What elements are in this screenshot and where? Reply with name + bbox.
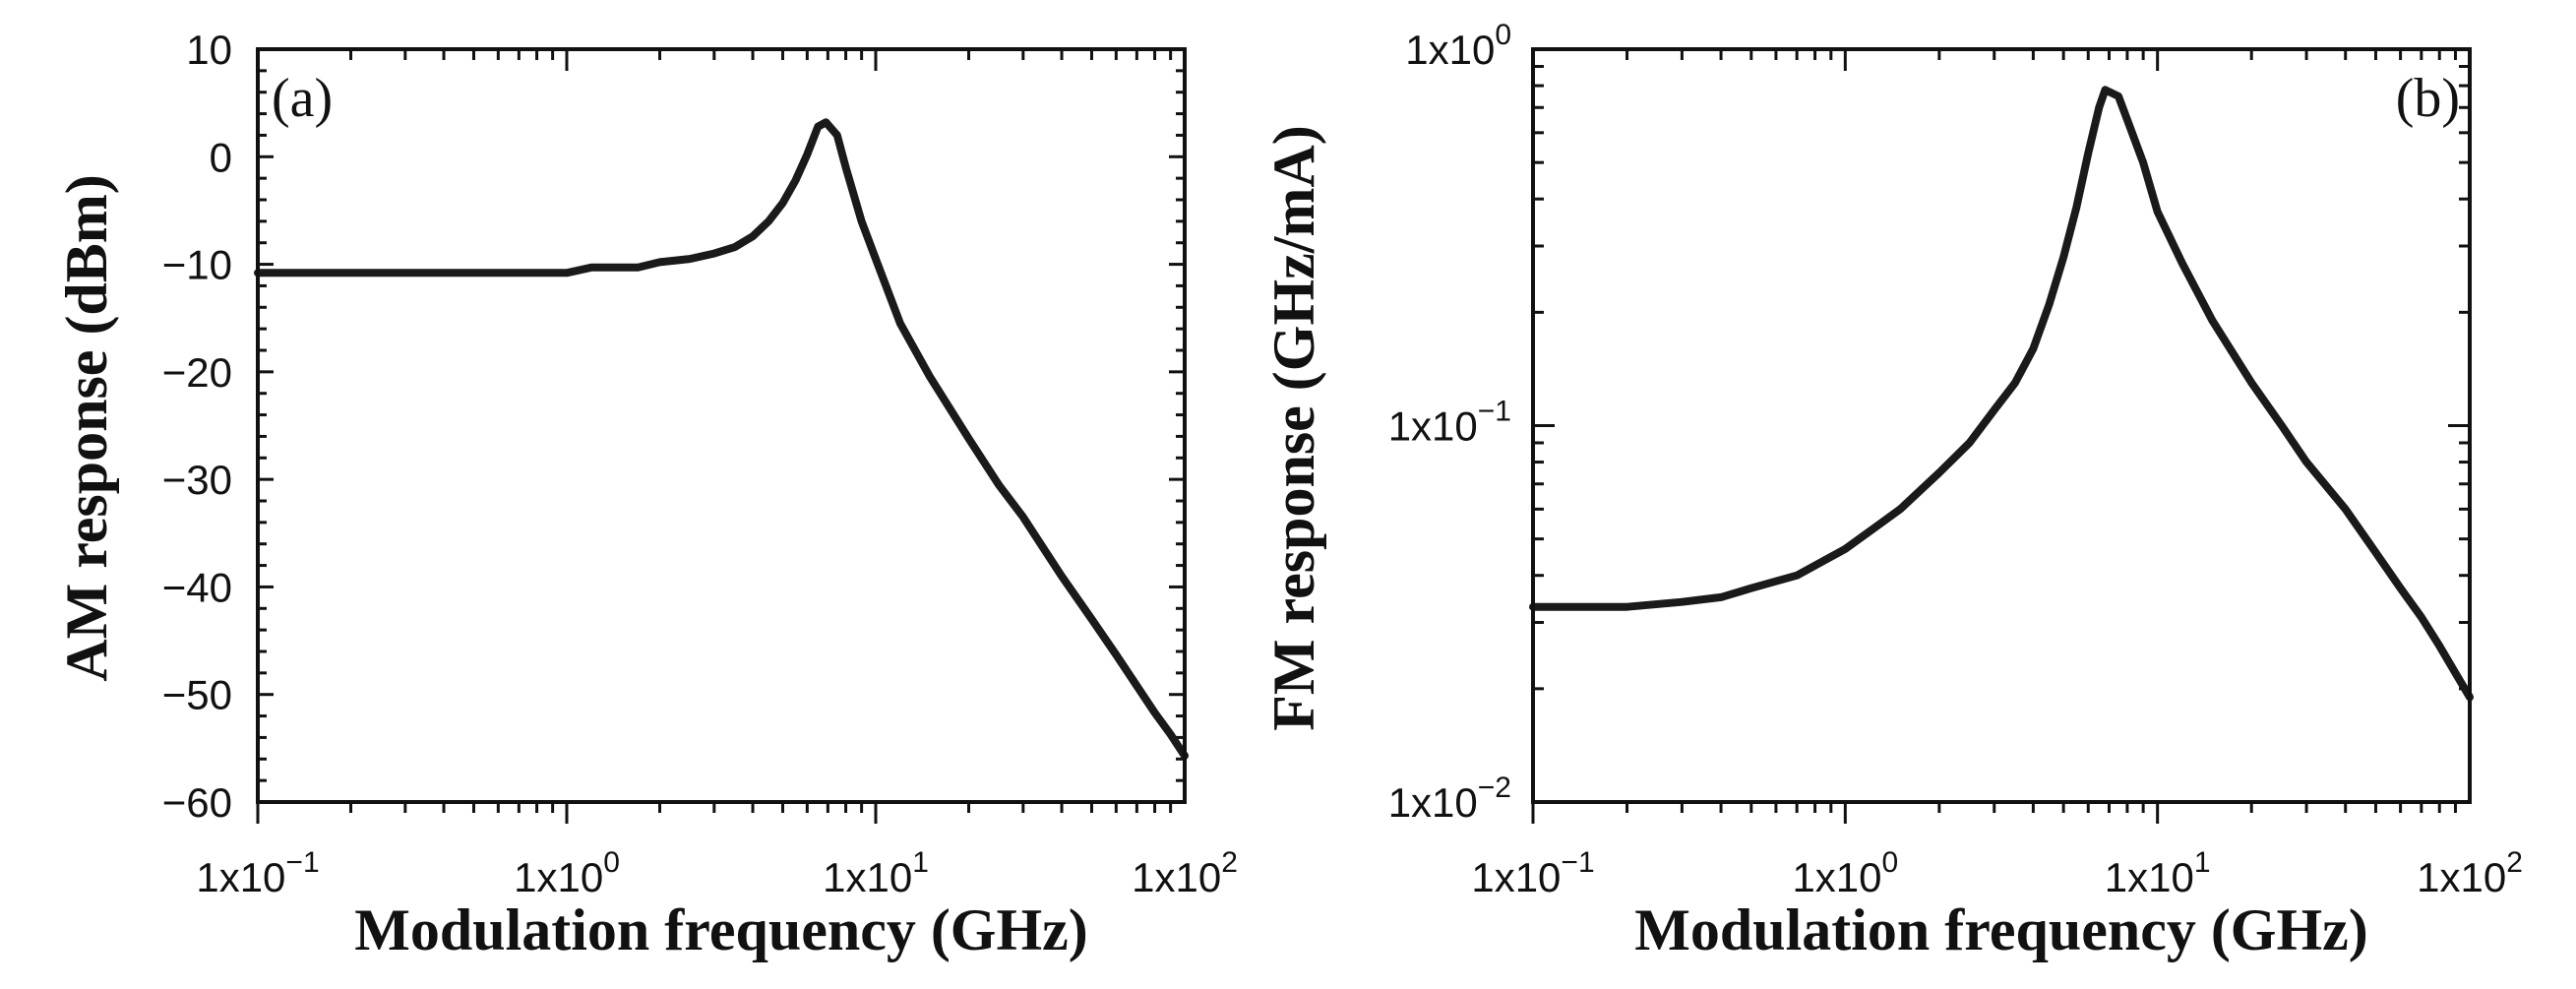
panel-a-x-tick-label: 1x100 <box>514 846 620 900</box>
panel-b-x-axis-title: Modulation frequency (GHz) <box>1634 897 2368 962</box>
panel-a-am-response-line <box>254 118 1189 760</box>
panel-a-x-axis-title: Modulation frequency (GHz) <box>354 897 1088 962</box>
panel-a-y-tick-label: −50 <box>162 672 232 718</box>
panel-b-x-tick-label: 1x10−1 <box>1471 846 1594 900</box>
panel-b-y-tick-label: 1x10−1 <box>1388 396 1511 450</box>
panel-a-x-tick-label: 1x102 <box>1132 846 1238 900</box>
panel-b-x-tick-label: 1x100 <box>1792 846 1898 900</box>
panel-a-y-axis-title: AM response (dBm) <box>54 174 119 682</box>
panel-a-y-tick-label: −30 <box>162 457 232 503</box>
panel-b-ticks <box>1531 49 2470 824</box>
panel-a-plot-frame <box>256 47 1187 804</box>
panel-b-plot-frame <box>1531 47 2472 804</box>
panel-a-tick-labels: 10 0 −10 −20 −30 −40 −50 −60 1x10−1 1x100 1x101 1x1… <box>162 27 1238 900</box>
panel-b-fm-response-line <box>1529 86 2474 702</box>
panel-b-y-axis-title: FM response (GHz/mA) <box>1261 125 1326 730</box>
panel-a-ticks <box>256 47 1185 824</box>
panel-a-y-tick-label: −10 <box>162 242 232 288</box>
panel-a-y-tick-label: −60 <box>162 779 232 826</box>
panel-b-fm-response: 1x100 1x10−1 1x10−2 1x10−1 1x100 1x101 1x102 (… <box>1261 19 2523 962</box>
panel-a-x-tick-label: 1x10−1 <box>196 846 319 900</box>
panel-b-x-tick-label: 1x101 <box>2105 846 2211 900</box>
panel-a-am-response: 10 0 −10 −20 −30 −40 −50 −60 1x10−1 1x100 1x101 1x1… <box>54 27 1238 962</box>
panel-a-x-tick-label: 1x101 <box>823 846 929 900</box>
panel-a-y-tick-label: −40 <box>162 564 232 610</box>
panel-b-tick-labels: 1x100 1x10−1 1x10−2 1x10−1 1x100 1x101 1x102 <box>1388 19 2523 900</box>
panel-b-y-tick-label: 1x10−2 <box>1388 772 1511 826</box>
panel-a-label: (a) <box>272 68 333 129</box>
panel-b-label: (b) <box>2396 68 2460 129</box>
panel-a-y-tick-label: 10 <box>186 27 232 73</box>
panel-b-x-tick-label: 1x102 <box>2417 846 2523 900</box>
panel-a-y-tick-label: −20 <box>162 349 232 396</box>
panel-b-y-tick-label: 1x100 <box>1405 19 1511 73</box>
panel-a-y-tick-label: 0 <box>210 134 232 180</box>
